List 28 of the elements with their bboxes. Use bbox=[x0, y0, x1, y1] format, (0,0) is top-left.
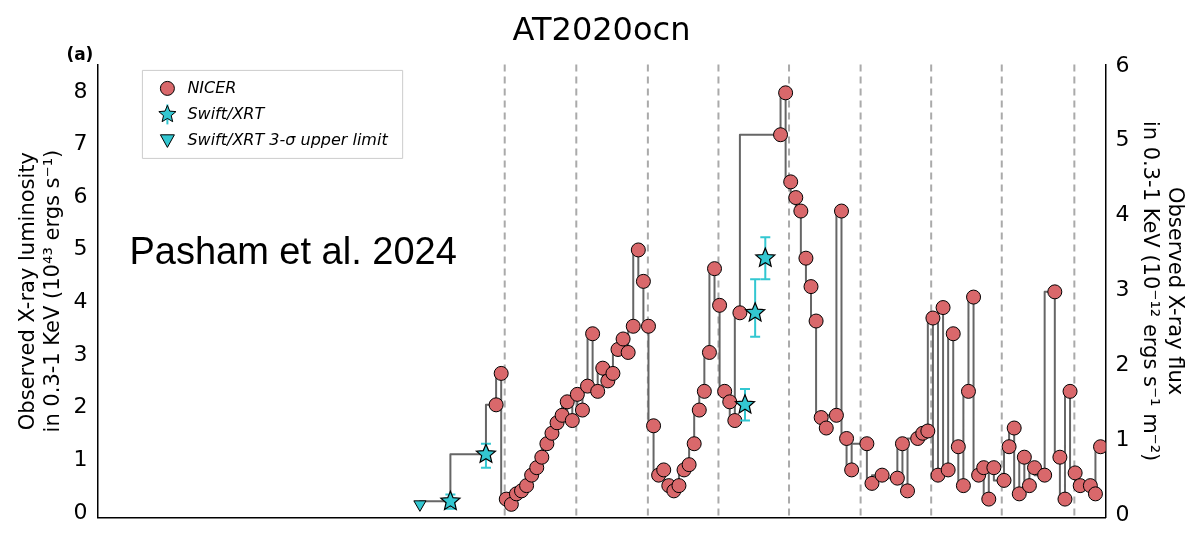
y2-tick-label: 5 bbox=[73, 235, 88, 261]
point bbox=[734, 394, 756, 414]
y2-tick-label: 4 bbox=[73, 288, 88, 314]
y2-tick-label: 7 bbox=[73, 130, 88, 156]
text: (a) bbox=[66, 44, 94, 65]
legend-label: NICER bbox=[187, 77, 237, 97]
y2-tick-label: 0 bbox=[73, 498, 88, 524]
chart-title: AT2020ocn bbox=[512, 9, 691, 48]
y-tick-label: 3 bbox=[1115, 276, 1130, 302]
y2-tick-label: 3 bbox=[73, 340, 88, 366]
point bbox=[755, 247, 776, 267]
point bbox=[745, 302, 766, 322]
y-tick-label: 2 bbox=[1115, 350, 1130, 376]
y-tick-label: 1 bbox=[1115, 425, 1130, 451]
y2-tick-label: 6 bbox=[73, 182, 88, 208]
legend-label: Swift/XRT bbox=[187, 103, 266, 123]
y2-tick-label: 2 bbox=[73, 393, 88, 419]
legend-label: Swift/XRT 3-σ upper limit bbox=[187, 129, 389, 149]
y2-axis-title: Observed X-ray luminosity in 0.3-1 KeV (10⁴³ ergs s⁻¹) bbox=[15, 149, 65, 433]
y-axis-title: Observed X-ray flux in 0.3-1 KeV (10⁻¹² ergs s⁻¹ m⁻²) bbox=[1138, 120, 1188, 462]
y-tick-label: 0 bbox=[1115, 500, 1130, 526]
annotation: Pasham et al. 2024 bbox=[129, 230, 457, 273]
point bbox=[475, 443, 497, 463]
y2-tick-label: 1 bbox=[73, 446, 88, 472]
y-tick-label: 4 bbox=[1115, 201, 1130, 227]
y2-tick-label: 8 bbox=[73, 77, 88, 103]
y-tick-label: 6 bbox=[1115, 51, 1130, 77]
y-tick-label: 5 bbox=[1115, 126, 1130, 152]
